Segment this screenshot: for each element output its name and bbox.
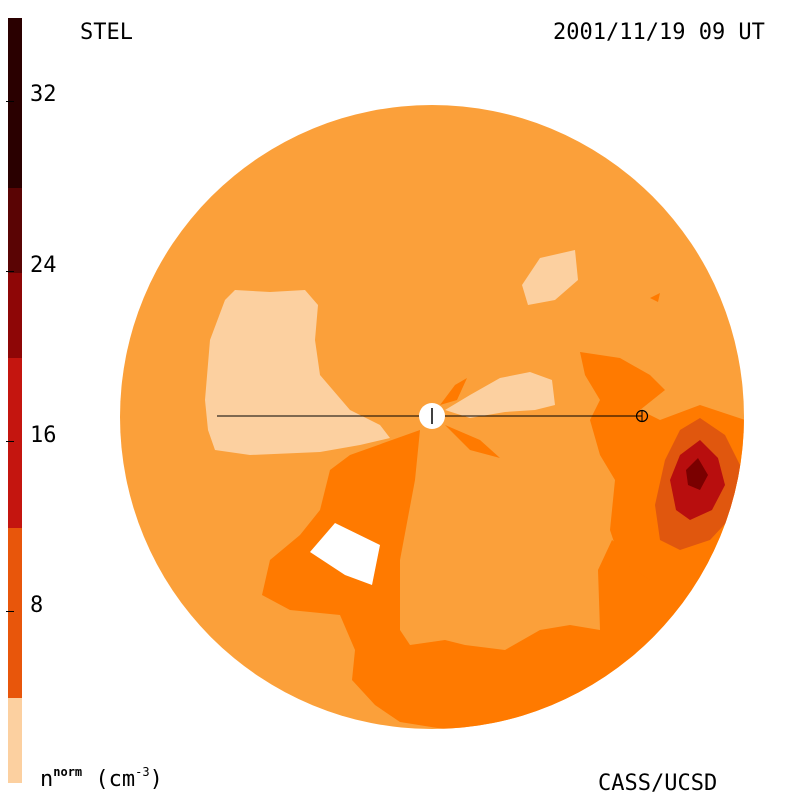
colorbar-tick-label-32: 32: [30, 82, 57, 107]
low-region-center: [445, 372, 555, 418]
colorbar-swatch-8: [8, 698, 22, 783]
medium-wedge-upper: [440, 378, 467, 405]
colorbar-units-label: nnorm (cm-3): [40, 766, 163, 791]
colorbar-tick-8: [6, 611, 14, 612]
low-region-north: [522, 250, 578, 305]
colorbar-tick-24: [6, 271, 14, 272]
colorbar-swatch-4: [8, 358, 22, 528]
colorbar-tick-label-16: 16: [30, 423, 57, 448]
medium-speck: [650, 293, 660, 302]
peak-region: [686, 458, 708, 490]
colorbar-tick-label-8: 8: [30, 593, 44, 618]
units-quantity: n: [40, 767, 54, 792]
credit-label: CASS/UCSD: [598, 771, 718, 796]
timestamp-label: 2001/11/19 09 UT: [553, 20, 765, 45]
units-close: ): [149, 767, 163, 792]
units-unit: (cm: [95, 767, 136, 792]
colorbar-swatch-5: [8, 528, 22, 698]
medium-wedge-lower: [445, 425, 500, 458]
colorbar-tick-label-24: 24: [30, 253, 57, 278]
colorbar-swatch-2: [8, 188, 22, 273]
colorbar-tick-32: [6, 101, 14, 102]
instrument-label: STEL: [80, 20, 133, 45]
data-gap-region: [310, 523, 380, 585]
low-region-west: [205, 290, 390, 455]
colorbar-swatch-3: [8, 273, 22, 358]
colorbar-tick-16: [6, 441, 14, 442]
units-superscript: norm: [53, 765, 83, 779]
colorbar: [8, 18, 22, 783]
units-exponent: -3: [135, 765, 150, 779]
colorbar-swatch-1: [8, 18, 22, 188]
